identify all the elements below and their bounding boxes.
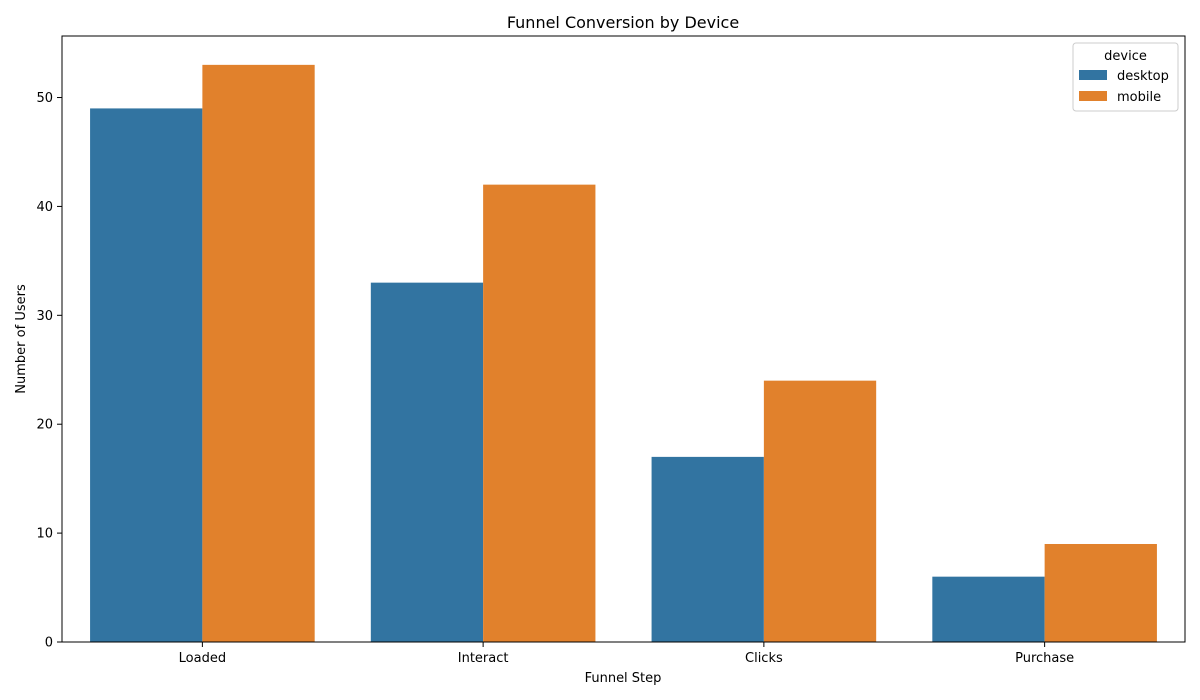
x-tick-label: Interact [458, 651, 509, 666]
x-axis-label: Funnel Step [585, 671, 662, 686]
x-tick-label: Purchase [1015, 651, 1074, 666]
y-tick-label: 0 [45, 636, 53, 651]
bar-mobile-clicks [763, 380, 877, 642]
y-axis: 0 10 20 30 40 50 [36, 91, 62, 651]
bar-desktop-purchase [932, 576, 1045, 642]
bar-desktop-interact [370, 282, 484, 642]
y-tick-label: 10 [36, 527, 53, 542]
y-tick-label: 50 [36, 91, 53, 106]
legend-label-desktop: desktop [1117, 69, 1169, 84]
plot-frame [61, 35, 1186, 643]
legend-swatch-mobile [1079, 91, 1107, 101]
bar-mobile-interact [483, 184, 596, 642]
bar-mobile-purchase [1044, 543, 1157, 642]
x-tick-label: Clicks [745, 651, 783, 666]
y-axis-label: Number of Users [14, 284, 29, 394]
bars-group [90, 64, 1157, 643]
bar-desktop-loaded [90, 108, 203, 642]
bar-mobile-loaded [202, 64, 315, 643]
bar-desktop-clicks [651, 456, 764, 642]
chart-title: Funnel Conversion by Device [507, 13, 739, 32]
x-axis: Loaded Interact Clicks Purchase [179, 642, 1074, 666]
x-tick-label: Loaded [179, 651, 226, 666]
y-tick-label: 30 [36, 309, 53, 324]
legend: device desktop mobile [1072, 42, 1179, 112]
legend-title: device [1104, 49, 1147, 64]
legend-swatch-desktop [1079, 70, 1107, 80]
y-tick-label: 40 [36, 200, 53, 215]
y-tick-label: 20 [36, 418, 53, 433]
legend-label-mobile: mobile [1117, 90, 1161, 105]
